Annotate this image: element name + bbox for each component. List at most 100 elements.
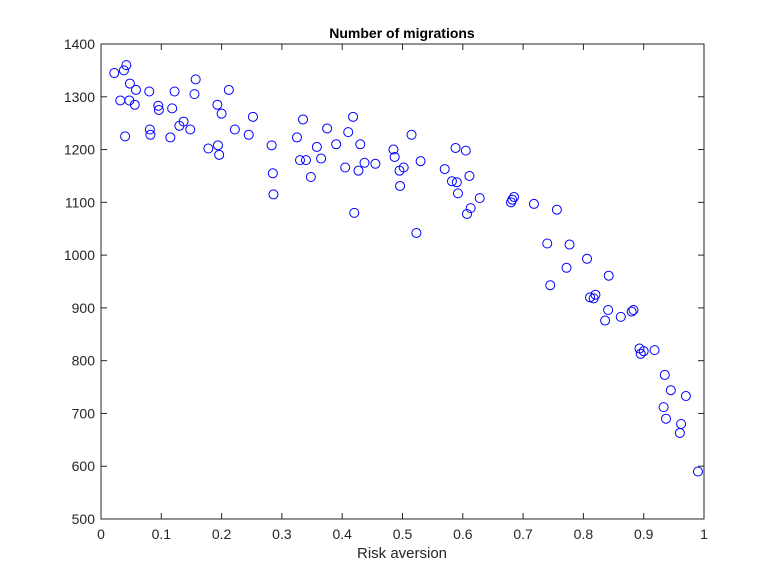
data-point bbox=[465, 203, 476, 214]
y-tick-label: 1400 bbox=[64, 36, 95, 52]
data-point bbox=[406, 129, 417, 140]
y-tick-label: 1000 bbox=[64, 247, 95, 263]
x-tick-label: 0.6 bbox=[453, 526, 473, 542]
data-point bbox=[561, 262, 572, 273]
x-tick-label: 1 bbox=[700, 526, 708, 542]
data-point bbox=[628, 305, 639, 315]
data-point bbox=[507, 194, 518, 205]
data-point bbox=[212, 140, 223, 151]
data-point bbox=[638, 346, 649, 357]
data-point bbox=[121, 60, 132, 71]
data-point bbox=[343, 127, 354, 138]
data-point bbox=[590, 289, 601, 300]
data-point bbox=[665, 385, 676, 396]
data-point bbox=[551, 204, 562, 215]
data-point bbox=[212, 99, 223, 110]
y-tick-label: 800 bbox=[72, 353, 96, 369]
data-point bbox=[659, 369, 670, 380]
data-point bbox=[542, 238, 553, 249]
data-point bbox=[460, 145, 471, 156]
data-point bbox=[676, 419, 687, 429]
data-point bbox=[124, 78, 135, 89]
data-point bbox=[462, 208, 473, 219]
data-point bbox=[439, 164, 450, 175]
y-tick-label: 1200 bbox=[64, 142, 95, 158]
data-point bbox=[674, 427, 685, 438]
data-point bbox=[165, 132, 176, 143]
data-point bbox=[268, 189, 279, 200]
data-point bbox=[388, 144, 399, 155]
x-tick-label: 0.4 bbox=[332, 526, 352, 542]
chart-title: Number of migrations bbox=[329, 25, 475, 41]
data-point bbox=[348, 111, 359, 122]
data-point bbox=[506, 197, 517, 208]
data-point bbox=[144, 86, 155, 97]
data-point bbox=[415, 156, 426, 167]
y-tick-label: 1100 bbox=[65, 194, 95, 210]
data-point bbox=[144, 124, 155, 135]
data-point bbox=[464, 170, 475, 181]
data-point bbox=[322, 123, 333, 134]
x-axis-label: Risk aversion bbox=[357, 545, 447, 562]
data-point bbox=[649, 345, 660, 356]
data-point bbox=[118, 65, 129, 76]
data-point bbox=[349, 207, 360, 218]
data-point bbox=[115, 95, 126, 106]
x-tick-label: 0.5 bbox=[393, 526, 413, 542]
data-point bbox=[301, 155, 312, 166]
data-point bbox=[311, 141, 322, 152]
data-point bbox=[298, 114, 309, 125]
data-point bbox=[216, 108, 227, 119]
y-tick-label: 900 bbox=[72, 300, 96, 316]
data-point bbox=[398, 162, 409, 173]
axes: 0 0.1 0.2 0.3 0.4 0.5 0.6 0.7 0.8 0.9 1 500 600 700 80… bbox=[64, 36, 708, 542]
data-point bbox=[626, 306, 637, 317]
data-point bbox=[603, 270, 614, 281]
data-point bbox=[359, 157, 370, 168]
data-point bbox=[214, 149, 225, 160]
data-point bbox=[130, 84, 141, 95]
data-point bbox=[446, 176, 457, 187]
data-point bbox=[635, 348, 646, 359]
data-point bbox=[370, 158, 381, 169]
x-tick-label: 0.8 bbox=[574, 526, 594, 542]
data-point bbox=[545, 280, 556, 291]
data-point bbox=[223, 84, 234, 95]
data-point bbox=[291, 132, 302, 143]
data-point bbox=[120, 131, 131, 142]
data-point bbox=[305, 172, 316, 182]
data-point bbox=[316, 153, 327, 164]
data-point bbox=[411, 227, 422, 238]
data-point bbox=[603, 305, 614, 315]
x-tick-label: 0.3 bbox=[272, 526, 292, 542]
x-tick-label: 0 bbox=[97, 526, 105, 542]
data-point bbox=[294, 155, 305, 166]
data-point bbox=[190, 74, 201, 85]
data-point bbox=[582, 253, 593, 264]
data-point bbox=[395, 180, 406, 191]
data-point bbox=[178, 116, 189, 127]
data-point bbox=[355, 139, 366, 150]
data-point bbox=[509, 192, 520, 203]
data-point bbox=[185, 124, 196, 135]
data-point bbox=[243, 129, 254, 140]
data-point bbox=[600, 315, 611, 326]
x-tick-label: 0.2 bbox=[212, 526, 232, 542]
data-point bbox=[528, 198, 539, 209]
data-point bbox=[203, 143, 214, 154]
data-point bbox=[189, 89, 200, 100]
data-point bbox=[331, 139, 342, 150]
data-point bbox=[129, 99, 140, 110]
data-point bbox=[658, 402, 669, 413]
data-point bbox=[661, 413, 672, 424]
data-point bbox=[247, 111, 258, 122]
x-tick-label: 0.9 bbox=[634, 526, 654, 542]
data-point bbox=[450, 142, 461, 153]
data-point bbox=[451, 177, 462, 188]
data-point bbox=[452, 188, 463, 199]
data-point bbox=[340, 162, 351, 173]
data-point bbox=[692, 466, 703, 477]
data-point bbox=[229, 124, 240, 135]
y-tick-label: 1300 bbox=[64, 89, 95, 105]
y-tick-label: 600 bbox=[72, 458, 96, 474]
